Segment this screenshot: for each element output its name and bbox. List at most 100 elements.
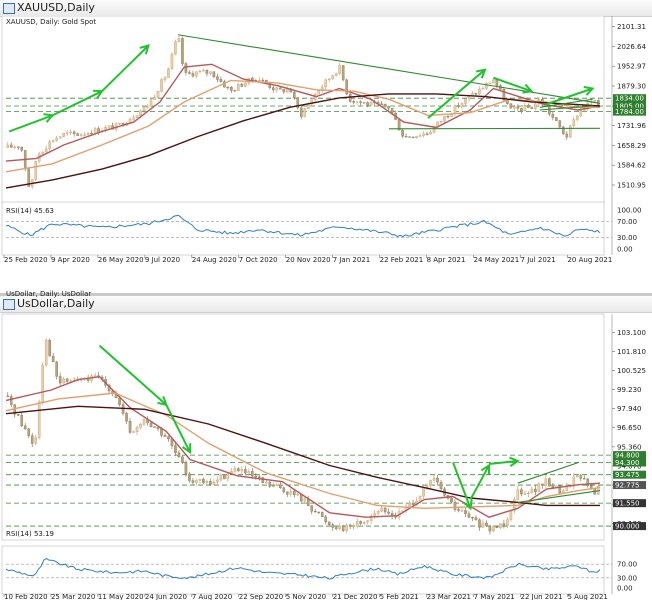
- candle-body: [418, 135, 422, 137]
- candle-body: [527, 105, 530, 108]
- trend-arrow-head: [480, 463, 491, 475]
- candle-body: [366, 102, 369, 106]
- candle-body: [233, 90, 237, 92]
- trend-arrow: [98, 344, 167, 406]
- candle-body: [555, 117, 558, 121]
- candle-body: [27, 428, 31, 436]
- candle-body: [170, 53, 174, 69]
- candle-body: [369, 515, 373, 521]
- date-tick-label: 7 Oct 2020: [239, 256, 278, 264]
- candle-body: [415, 135, 418, 138]
- candle-body: [34, 161, 37, 180]
- usdollar-chart-window: UsDollar,Daily 103.100 101.810 100.525 99.2…: [0, 290, 652, 600]
- candle-body: [149, 99, 153, 107]
- candle-body: [282, 88, 286, 93]
- candle-body: [30, 435, 34, 444]
- candle-body: [432, 477, 436, 481]
- candle-body: [118, 122, 121, 125]
- candle-body: [313, 511, 317, 513]
- candle-body: [167, 436, 170, 440]
- candle-body: [135, 427, 139, 433]
- candle-body: [181, 456, 184, 463]
- candle-body: [156, 91, 160, 98]
- candle-body: [569, 125, 572, 138]
- candle-body: [513, 106, 516, 109]
- price-tick-label: 2101.31: [617, 23, 646, 31]
- candle-body: [411, 136, 415, 139]
- candle-body: [282, 487, 286, 493]
- price-tick-label: 1658.29: [617, 142, 646, 150]
- candle-body: [362, 521, 366, 524]
- candle-body: [244, 469, 247, 474]
- candle-body: [205, 481, 209, 484]
- candle-body: [520, 489, 523, 495]
- price-highlight-label: 1834.00: [615, 95, 644, 103]
- price-tick-label: 1510.95: [617, 181, 646, 189]
- candle-body: [471, 516, 474, 519]
- candle-body: [369, 101, 373, 106]
- candle-body: [376, 511, 380, 514]
- candle-body: [160, 428, 163, 436]
- candle-body: [153, 426, 156, 428]
- candle-body: [341, 525, 345, 531]
- candle-body: [195, 480, 198, 483]
- price-highlight-box: [613, 470, 646, 479]
- candle-body: [478, 519, 481, 528]
- date-tick-label: 25 Feb 2020: [4, 256, 48, 264]
- trend-arrow: [493, 76, 532, 93]
- candle-body: [135, 115, 139, 118]
- candle-body: [153, 96, 156, 100]
- candle-body: [327, 521, 331, 525]
- trendline: [517, 461, 579, 484]
- candle-body: [48, 141, 51, 149]
- candle-body: [209, 481, 212, 485]
- date-tick-label: 9 Jul 2020: [145, 256, 180, 264]
- gold-chart-canvas[interactable]: 2101.31 2026.64 1952.97 1879.30 1805.00 1731.…: [0, 16, 652, 296]
- candle-body: [55, 138, 58, 141]
- candle-body: [383, 103, 387, 107]
- candle-body: [422, 487, 425, 497]
- candle-body: [362, 102, 366, 104]
- gold-window-titlebar[interactable]: XAUUSD,Daily: [0, 0, 652, 17]
- date-tick-label: 21 Dec 2020: [333, 593, 378, 600]
- candle-body: [492, 79, 495, 84]
- candle-body: [191, 480, 195, 483]
- candle-body: [34, 437, 37, 444]
- price-highlight-box: [613, 101, 646, 110]
- candle-body: [502, 89, 506, 101]
- candle-body: [202, 70, 205, 72]
- candle-body: [219, 474, 223, 481]
- price-tick-label: 95.360: [617, 443, 642, 451]
- candle-body: [338, 525, 341, 529]
- candle-body: [69, 131, 72, 134]
- price-tick-label: 101.810: [617, 348, 646, 356]
- candle-body: [48, 339, 51, 357]
- candle-body: [327, 78, 331, 81]
- candle-body: [139, 424, 142, 428]
- candle-body: [240, 469, 244, 472]
- candle-body: [551, 485, 555, 488]
- date-tick-label: 22 Jun 2021: [521, 593, 563, 600]
- candle-body: [209, 71, 212, 74]
- candle-body: [132, 117, 135, 120]
- candle-body: [572, 476, 576, 487]
- trendline: [517, 490, 601, 503]
- candle-body: [425, 485, 429, 488]
- usdollar-window-titlebar[interactable]: UsDollar,Daily: [0, 296, 652, 313]
- candle-body: [83, 134, 86, 136]
- candle-body: [481, 522, 485, 528]
- rsi-pane-frame: [1, 201, 605, 256]
- trendline: [539, 105, 593, 111]
- candle-body: [439, 481, 443, 490]
- trendline: [388, 127, 601, 130]
- candle-body: [223, 474, 226, 480]
- candle-body: [509, 103, 513, 109]
- candle-body: [341, 65, 345, 81]
- usdollar-chart-canvas[interactable]: 103.100 101.810 100.525 99.230 97.940 96.650 9…: [0, 312, 652, 600]
- price-tick-label: 100.525: [617, 367, 646, 375]
- candle-body: [488, 82, 492, 85]
- rsi-tick-label: 70.00: [617, 561, 637, 569]
- candle-body: [167, 68, 170, 78]
- trend-arrow-head: [522, 83, 534, 94]
- candle-body: [481, 88, 485, 90]
